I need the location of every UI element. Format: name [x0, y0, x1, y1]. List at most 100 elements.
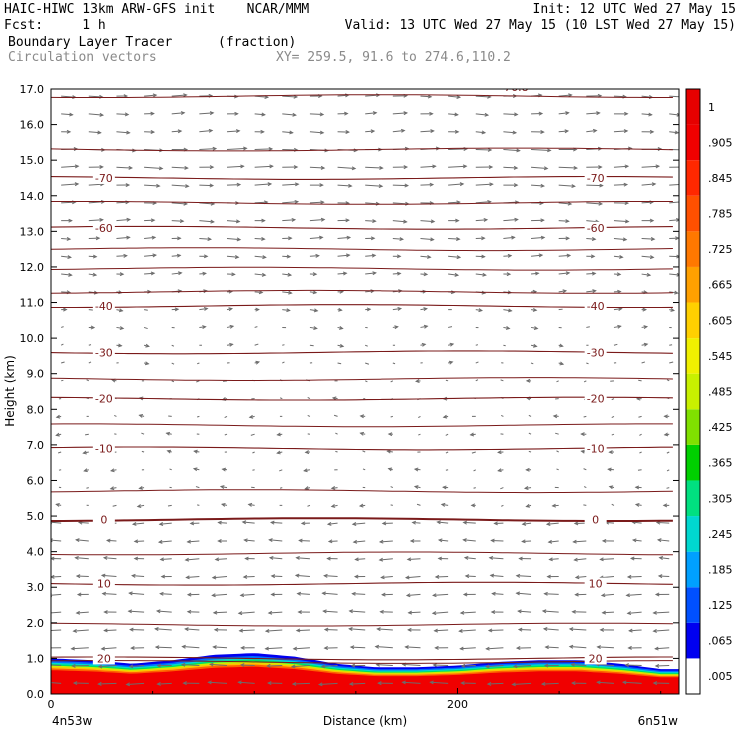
vector-head	[643, 342, 649, 347]
vector-shaft	[282, 291, 292, 294]
vector-head	[462, 538, 467, 543]
contour-label-right: 0	[592, 514, 599, 527]
vector-shaft	[271, 521, 283, 524]
vector-shaft	[611, 433, 615, 436]
contour-line	[51, 289, 673, 294]
vector-head	[304, 450, 310, 455]
vector-shaft	[390, 415, 393, 418]
contour-label-bg	[92, 652, 115, 665]
vector-head	[649, 129, 655, 134]
vector-head	[177, 129, 183, 134]
vector-head	[470, 503, 476, 508]
vector-shaft	[586, 220, 599, 223]
colorbar-label: .005	[708, 670, 733, 683]
vector-head	[514, 112, 519, 117]
vector-head	[538, 111, 544, 116]
vector-head	[150, 111, 155, 116]
vector-shaft	[503, 344, 506, 347]
vector-head	[103, 610, 108, 615]
vector-shaft	[503, 236, 515, 239]
vector-head	[109, 486, 115, 491]
y-tick-label: 13.0	[20, 225, 45, 238]
vector-head	[240, 164, 245, 169]
vector-head	[463, 555, 469, 560]
vector-shaft	[199, 308, 208, 311]
vector-head	[276, 450, 281, 455]
vector-shaft	[633, 539, 642, 542]
vector-head	[573, 165, 579, 170]
vector-head	[401, 680, 406, 685]
vector-head	[160, 574, 166, 579]
vector-head	[481, 236, 486, 241]
contour-label-bg	[584, 171, 607, 184]
vector-shaft	[116, 255, 127, 257]
vector-shaft	[613, 130, 628, 133]
vector-head	[534, 271, 540, 276]
vector-shaft	[503, 309, 512, 312]
vector-shaft	[487, 682, 504, 685]
vector-head	[125, 183, 131, 188]
vector-head	[318, 235, 324, 240]
vector-shaft	[392, 308, 401, 311]
vector-shaft	[528, 450, 532, 453]
vector-head	[189, 521, 195, 526]
vector-shaft	[512, 682, 532, 686]
vector-head	[545, 522, 551, 526]
vector-head	[180, 662, 186, 667]
vector-head	[267, 182, 273, 187]
vector-shaft	[445, 433, 449, 436]
vector-head	[540, 183, 546, 188]
vector-shaft	[269, 539, 283, 542]
vector-head	[97, 130, 102, 135]
vector-head	[213, 627, 219, 632]
vector-head	[634, 485, 640, 490]
vector-head	[643, 325, 649, 330]
vector-shaft	[392, 130, 405, 133]
vector-head	[351, 166, 357, 171]
vector-shaft	[613, 184, 627, 186]
vector-head	[208, 128, 214, 133]
vector-head	[72, 628, 78, 633]
vector-head	[158, 166, 164, 171]
vector-shaft	[503, 219, 518, 222]
vector-shaft	[420, 130, 434, 133]
vector-shaft	[437, 521, 449, 524]
vector-shaft	[282, 309, 290, 312]
vector-label: Circulation vectors	[8, 50, 157, 65]
vector-head	[518, 556, 523, 561]
vector-shaft	[445, 379, 449, 382]
vector-head	[68, 218, 73, 223]
vector-head	[236, 182, 242, 187]
vector-shaft	[268, 611, 283, 614]
vector-shaft	[144, 309, 148, 311]
vector-head	[150, 130, 156, 134]
vector-head	[625, 593, 631, 598]
contour-line--60	[51, 225, 673, 230]
y-tick-label: 17.0	[20, 83, 45, 96]
contour-line--70	[51, 175, 673, 180]
vector-shaft	[88, 344, 92, 346]
vector-shaft	[500, 379, 504, 382]
vector-shaft	[102, 593, 117, 595]
vector-shaft	[420, 237, 434, 241]
vector-head	[293, 94, 299, 99]
vector-shaft	[279, 469, 283, 472]
vector-head	[462, 592, 468, 597]
vector-head	[348, 627, 353, 631]
vector-head	[348, 609, 354, 614]
contour-label-right: -10	[587, 442, 605, 455]
vector-head	[156, 183, 161, 188]
vector-shaft	[597, 646, 614, 649]
vector-head	[212, 645, 217, 650]
vector-shaft	[548, 540, 559, 543]
vector-shaft	[558, 166, 577, 169]
vector-shaft	[500, 414, 504, 417]
vector-shaft	[307, 414, 311, 417]
vector-shaft	[254, 201, 268, 204]
vector-shaft	[241, 664, 255, 667]
vector-head	[456, 255, 462, 260]
vector-head	[596, 645, 601, 650]
vector-shaft	[420, 220, 435, 223]
vector-shaft	[171, 380, 175, 383]
vector-shaft	[333, 414, 338, 417]
